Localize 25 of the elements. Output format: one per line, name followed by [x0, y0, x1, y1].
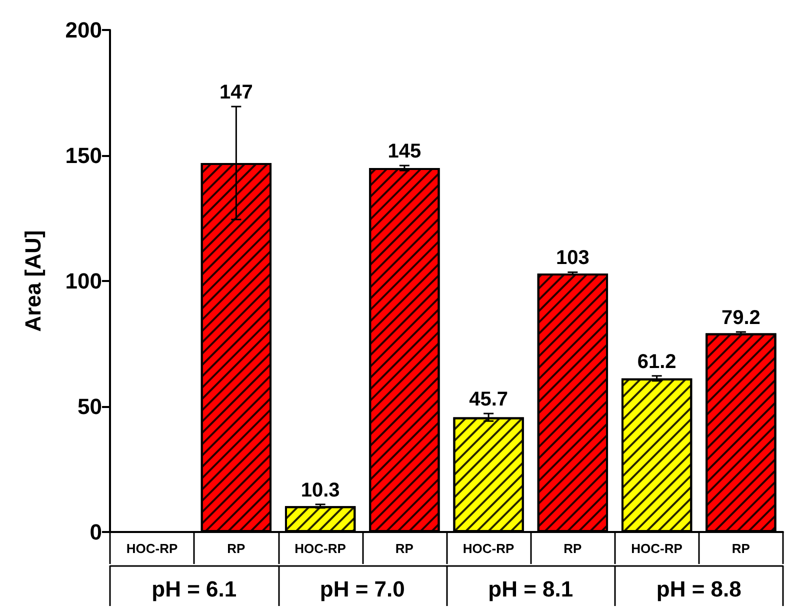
text: pH = 8.8 — [656, 576, 742, 602]
y-tick-label: 100 — [65, 268, 102, 294]
data-label: 103 — [556, 247, 590, 270]
y-tick-label: 0 — [90, 520, 102, 544]
data-label: 10.3 — [300, 479, 340, 502]
data-label: 145 — [388, 140, 422, 163]
y-tick-label: 150 — [65, 143, 102, 168]
x-tick-label: HOC-RP — [294, 541, 346, 556]
x-tick-label: HOC-RP — [126, 541, 178, 556]
data-label: 79.2 — [721, 306, 760, 329]
text: pH = 8.1 — [488, 576, 574, 602]
y-axis-title: Area [AU] — [20, 230, 46, 332]
x-tick-label: RP — [564, 541, 582, 556]
data-label: 147 — [220, 82, 253, 104]
y-tick-label: 50 — [78, 394, 102, 419]
text: pH = 6.1 — [152, 576, 237, 602]
text: pH = 7.0 — [320, 576, 405, 602]
x-tick-label: RP — [732, 541, 750, 556]
x-tick-label: RP — [395, 541, 414, 556]
x-tick-label: HOC-RP — [462, 541, 515, 556]
x-tick-label: HOC-RP — [631, 541, 683, 556]
data-label: 61.2 — [637, 350, 676, 373]
x-tick-label: RP — [227, 541, 246, 556]
data-label: 45.7 — [469, 388, 508, 411]
y-tick-label: 200 — [65, 18, 102, 42]
